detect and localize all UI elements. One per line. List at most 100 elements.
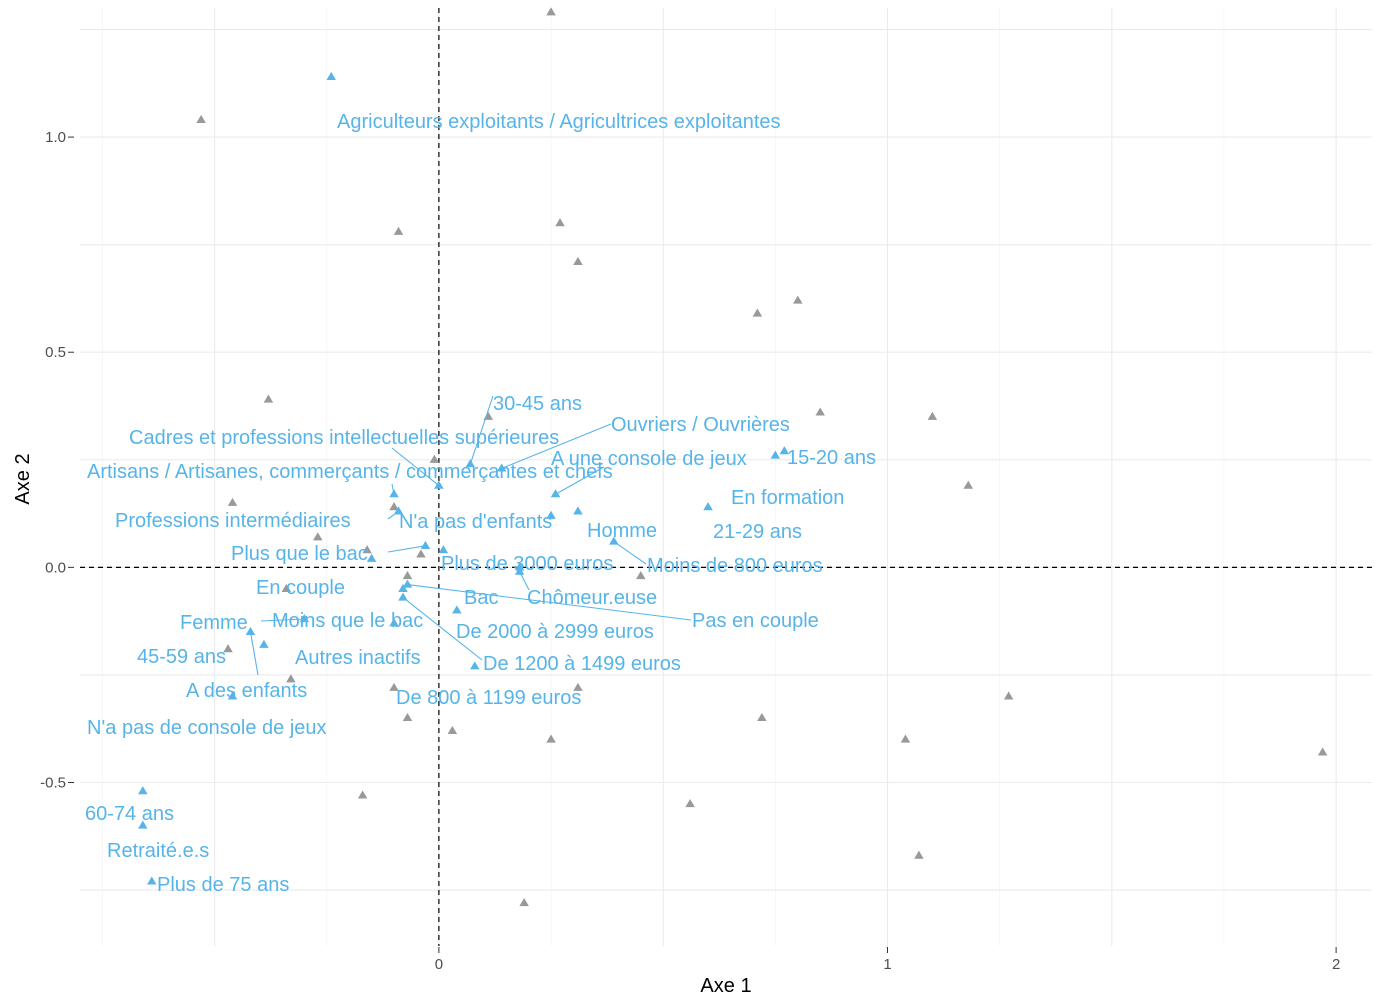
label-leader-line bbox=[555, 466, 605, 495]
category-label: En couple bbox=[256, 577, 345, 599]
label-leader-line bbox=[613, 541, 647, 565]
individual-point bbox=[402, 712, 413, 722]
category-point bbox=[398, 592, 408, 601]
individual-point bbox=[389, 502, 399, 511]
category-labels: Agriculteurs exploitants / Agricultrices… bbox=[85, 111, 876, 896]
individual-point bbox=[914, 850, 924, 859]
category-point bbox=[779, 446, 790, 455]
individual-point bbox=[752, 308, 763, 317]
individual-points bbox=[196, 7, 1328, 907]
category-label: Cadres et professions intellectuelles su… bbox=[129, 427, 559, 449]
individual-point bbox=[573, 256, 583, 265]
category-point bbox=[393, 506, 404, 515]
category-label: 15-20 ans bbox=[787, 447, 876, 469]
category-point bbox=[366, 553, 377, 562]
category-label: Retraité.e.s bbox=[107, 840, 209, 862]
individual-point bbox=[416, 549, 426, 558]
individual-point bbox=[447, 725, 458, 734]
category-label: A des enfants bbox=[186, 680, 307, 702]
y-tick-label: 1.0 bbox=[45, 129, 66, 146]
individual-point bbox=[357, 790, 368, 799]
category-label: Plus de 75 ans bbox=[157, 874, 289, 896]
reference-lines bbox=[80, 8, 1372, 946]
individual-point bbox=[263, 394, 274, 403]
category-point bbox=[326, 71, 336, 80]
individual-point bbox=[757, 712, 767, 722]
x-tick-label: 0 bbox=[435, 956, 443, 973]
category-label: Moins de 800 euros bbox=[647, 555, 823, 577]
category-point bbox=[402, 579, 413, 588]
individual-point bbox=[815, 407, 825, 416]
individual-point bbox=[573, 682, 583, 691]
x-tick-label: 1 bbox=[883, 956, 891, 973]
category-point bbox=[299, 613, 310, 623]
label-leader-line bbox=[402, 597, 483, 661]
individual-point bbox=[927, 411, 938, 420]
category-label: 60-74 ans bbox=[85, 803, 174, 825]
individual-point bbox=[389, 682, 399, 691]
y-tick-label: 0.0 bbox=[45, 559, 66, 576]
category-label: Plus de 3000 euros bbox=[441, 553, 613, 575]
label-leader-line bbox=[407, 584, 692, 621]
category-label: En formation bbox=[731, 487, 844, 509]
category-point bbox=[147, 876, 157, 885]
category-label: Agriculteurs exploitants / Agricultrices… bbox=[337, 111, 781, 133]
category-point bbox=[227, 691, 238, 700]
individual-point bbox=[793, 295, 803, 304]
label-leader-line bbox=[387, 545, 426, 553]
x-axis-title: Axe 1 bbox=[700, 975, 751, 997]
category-label: 45-59 ans bbox=[137, 646, 226, 668]
individual-point bbox=[281, 583, 292, 592]
category-label: Pas en couple bbox=[692, 610, 819, 632]
category-label: De 2000 à 2999 euros bbox=[456, 621, 654, 643]
category-point bbox=[138, 820, 148, 829]
individual-point bbox=[963, 480, 973, 489]
category-label: Artisans / Artisanes, commerçants / comm… bbox=[87, 461, 613, 483]
category-label: De 1200 à 1499 euros bbox=[483, 653, 681, 675]
individual-point bbox=[429, 454, 440, 463]
category-point bbox=[420, 540, 431, 549]
individual-point bbox=[286, 674, 296, 683]
individual-point bbox=[519, 897, 529, 907]
category-point bbox=[434, 480, 444, 489]
category-point bbox=[438, 545, 449, 554]
category-point bbox=[496, 463, 507, 472]
category-label: Bac bbox=[464, 587, 498, 609]
individual-point bbox=[546, 7, 556, 16]
grid bbox=[80, 8, 1372, 946]
category-label: Chômeur.euse bbox=[527, 587, 657, 609]
individual-point bbox=[393, 226, 404, 235]
category-point bbox=[452, 605, 462, 614]
individual-point bbox=[313, 532, 323, 541]
category-point bbox=[770, 450, 781, 459]
individual-point bbox=[636, 570, 646, 580]
category-point bbox=[259, 639, 269, 648]
category-point bbox=[573, 506, 583, 515]
category-point bbox=[465, 459, 476, 468]
category-label: A une console de jeux bbox=[551, 448, 747, 470]
individual-point bbox=[1317, 747, 1328, 756]
category-label: Autres inactifs bbox=[295, 647, 421, 669]
individual-point bbox=[402, 570, 413, 580]
category-label: 30-45 ans bbox=[493, 393, 582, 415]
x-tick-label: 2 bbox=[1332, 956, 1340, 973]
label-leader-line bbox=[469, 395, 494, 465]
category-label: Ouvriers / Ouvrières bbox=[611, 414, 790, 436]
individual-point bbox=[227, 497, 238, 506]
individual-point bbox=[685, 799, 695, 808]
individual-point bbox=[546, 734, 556, 743]
category-label: N'a pas de console de jeux bbox=[87, 717, 327, 739]
category-point bbox=[245, 626, 256, 635]
category-point bbox=[389, 489, 399, 498]
category-label: Professions intermédiaires bbox=[115, 510, 351, 532]
individual-point bbox=[900, 734, 911, 743]
category-point bbox=[703, 502, 713, 511]
category-point bbox=[138, 786, 148, 795]
category-point bbox=[398, 583, 408, 592]
category-label: Plus que le bac bbox=[231, 543, 368, 565]
individual-point bbox=[223, 644, 233, 653]
category-label: 21-29 ans bbox=[713, 521, 802, 543]
label-leader-line bbox=[501, 423, 612, 469]
category-label: Femme bbox=[180, 612, 248, 634]
